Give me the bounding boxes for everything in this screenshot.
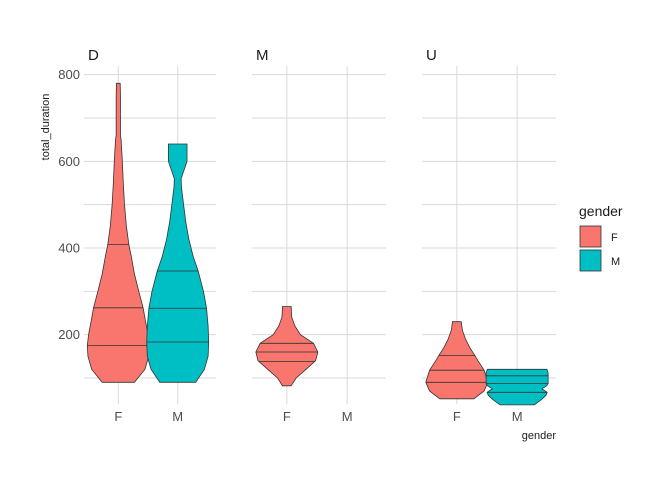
legend-key xyxy=(579,249,602,272)
x-axis-title: gender xyxy=(522,430,557,442)
x-tick-label: M xyxy=(172,409,183,424)
facet-label: M xyxy=(256,47,269,64)
violin-U-F xyxy=(425,321,489,400)
y-tick-label: 800 xyxy=(58,67,80,82)
legend xyxy=(579,225,602,272)
legend-label: M xyxy=(611,256,620,268)
y-tick-label: 400 xyxy=(58,241,80,256)
legend-title: gender xyxy=(579,203,623,219)
violin-M-F xyxy=(255,306,319,387)
violin-D-M xyxy=(146,143,210,383)
violin-D-F xyxy=(86,82,150,383)
legend-key xyxy=(579,225,602,248)
y-axis-title: total_duration xyxy=(40,94,52,161)
x-tick-label: M xyxy=(512,409,523,424)
y-tick-label: 200 xyxy=(58,327,80,342)
x-tick-label: M xyxy=(342,409,353,424)
facet-label: D xyxy=(88,47,99,64)
violin-U-M xyxy=(485,368,549,406)
x-tick-label: F xyxy=(453,409,461,424)
y-tick-label: 600 xyxy=(58,154,80,169)
x-tick-label: F xyxy=(283,409,291,424)
x-tick-label: F xyxy=(114,409,122,424)
legend-label: F xyxy=(611,232,618,244)
facet-label: U xyxy=(426,47,437,64)
